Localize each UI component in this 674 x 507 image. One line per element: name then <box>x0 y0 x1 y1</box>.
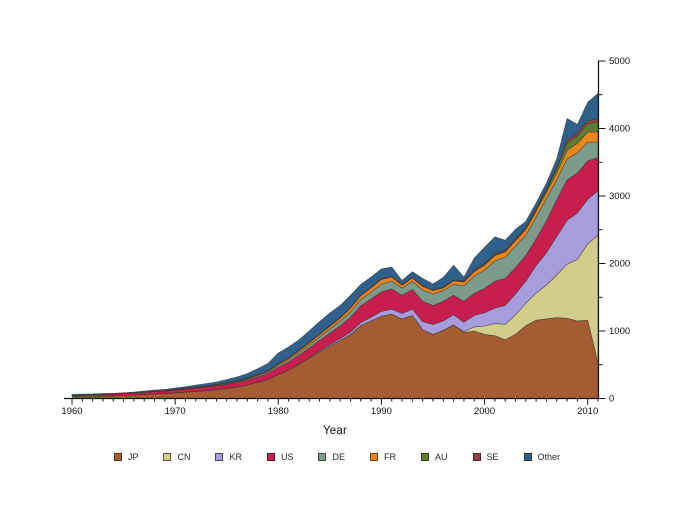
y-tick-label-4000: 4000 <box>609 124 630 135</box>
legend-swatch-FR <box>370 453 378 461</box>
legend-item-Other: Other <box>523 452 561 462</box>
legend-label-FR: FR <box>384 452 396 462</box>
legend-item-FR: FR <box>370 452 396 462</box>
y-tick-label-5000: 5000 <box>609 56 630 67</box>
legend-item-DE: DE <box>318 452 345 462</box>
legend-swatch-Other <box>523 453 532 461</box>
legend-item-KR: KR <box>215 452 242 462</box>
legend-label-AU: AU <box>435 452 448 462</box>
legend-item-US: US <box>266 452 294 462</box>
legend-swatch-JP <box>113 453 122 461</box>
x-tick-label-2000: 2000 <box>474 406 495 417</box>
legend-label-DE: DE <box>332 452 345 462</box>
chart-legend: JP CN KR US DE FR AU SE Other <box>0 452 674 462</box>
legend-label-JP: JP <box>127 452 139 462</box>
legend-item-AU: AU <box>421 452 448 462</box>
y-tick-label-1000: 1000 <box>609 326 630 337</box>
y-tick-label-3000: 3000 <box>609 191 630 202</box>
x-tick-label-1970: 1970 <box>165 406 186 417</box>
legend-item-SE: SE <box>472 452 499 462</box>
legend-swatch-US <box>266 453 275 461</box>
y-axis: 0 1000 2000 3000 4000 5000 <box>597 56 630 405</box>
legend-label-Other: Other <box>537 452 561 462</box>
x-axis-title: Year <box>322 425 348 437</box>
y-tick-label-0: 0 <box>609 394 614 405</box>
y-tick-label-2000: 2000 <box>609 259 630 270</box>
legend-label-US: US <box>280 452 294 462</box>
x-tick-label-1960: 1960 <box>61 406 82 417</box>
legend-swatch-AU <box>421 453 429 461</box>
legend-item-JP: JP <box>113 452 139 462</box>
x-tick-label-1990: 1990 <box>371 406 392 417</box>
legend-label-SE: SE <box>486 452 499 462</box>
legend-swatch-KR <box>215 453 224 461</box>
x-tick-label-1980: 1980 <box>268 406 289 417</box>
x-axis: 1960 1970 1980 1990 2000 2010 <box>61 397 599 417</box>
legend-swatch-CN <box>163 453 172 461</box>
legend-label-KR: KR <box>229 452 242 462</box>
legend-swatch-DE <box>318 453 327 461</box>
legend-label-CN: CN <box>177 452 191 462</box>
areas <box>71 92 599 399</box>
x-tick-label-2010: 2010 <box>577 406 598 417</box>
legend-swatch-SE <box>472 453 481 461</box>
legend-item-CN: CN <box>163 452 190 462</box>
